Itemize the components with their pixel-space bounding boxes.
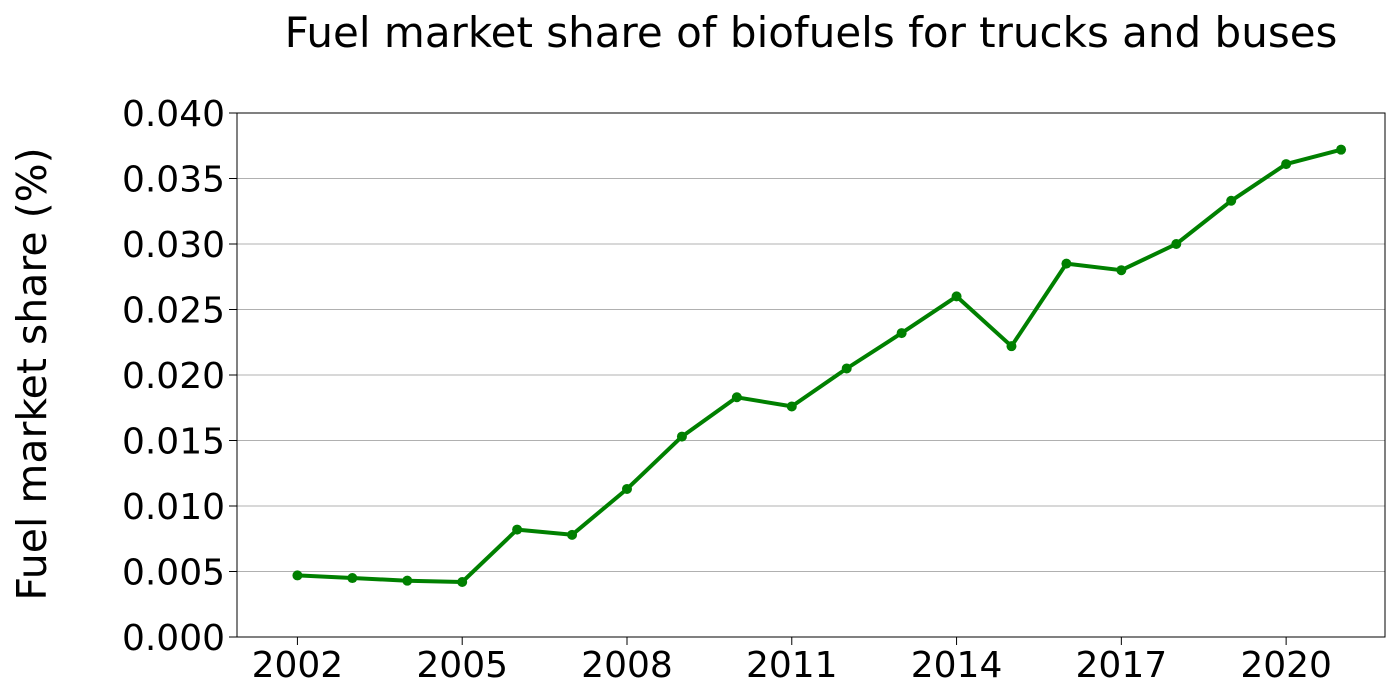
y-tick-label: 0.010 [122,487,225,528]
x-tick-label: 2017 [1076,645,1168,686]
x-tick-label: 2002 [252,645,344,686]
data-point [676,431,687,442]
y-tick-label: 0.025 [122,291,225,332]
data-point [347,573,358,584]
data-point [731,392,742,403]
data-point [896,328,907,339]
data-point [402,575,413,586]
data-point [1006,341,1017,352]
y-tick-label: 0.005 [122,553,225,594]
data-point [1281,159,1292,170]
x-tick-label: 2008 [581,645,673,686]
x-tick-label: 2014 [911,645,1003,686]
data-point [292,570,303,581]
data-point [1336,144,1347,155]
series [292,144,1347,587]
chart-title: Fuel market share of biofuels for trucks… [284,8,1338,57]
y-tick-label: 0.020 [122,356,225,397]
series-line [297,147,1342,584]
x-tick-label: 2020 [1240,645,1332,686]
data-point [1226,195,1237,206]
data-point [951,291,962,302]
x-tick-label: 2011 [746,645,838,686]
y-tick-label: 0.035 [122,160,225,201]
data-point [841,363,852,374]
data-point [621,483,632,494]
data-point [512,524,523,535]
data-point [1116,265,1127,276]
data-point [457,576,468,587]
gridlines [237,178,1385,572]
axes: 0.000 0.005 0.010 0.015 0.020 0.025 0.030 0.035… [122,94,1386,686]
data-point [1061,258,1072,269]
y-tick-label: 0.030 [122,225,225,266]
y-tick-label: 0.040 [122,94,225,135]
data-point [567,529,578,540]
data-point [786,401,797,412]
data-point [1171,239,1182,249]
x-tick-label: 2005 [416,645,508,686]
plot-frame [236,112,1386,638]
y-tick-label: 0.015 [122,422,225,463]
y-tick-label: 0.000 [122,618,225,659]
